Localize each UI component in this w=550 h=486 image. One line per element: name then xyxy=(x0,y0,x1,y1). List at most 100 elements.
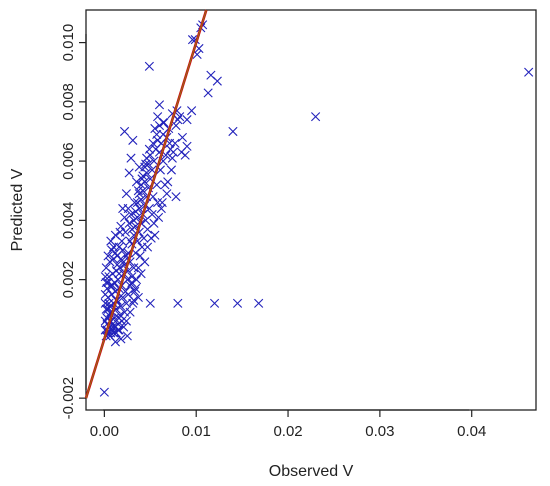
data-point xyxy=(121,298,131,308)
data-point xyxy=(153,112,163,122)
data-point xyxy=(115,227,125,237)
data-point xyxy=(171,192,181,202)
data-point xyxy=(131,177,142,187)
data-point xyxy=(187,106,197,116)
x-tick-label: 0.02 xyxy=(273,423,302,440)
data-point xyxy=(124,168,134,178)
y-tick-label: -0.002 xyxy=(60,377,77,420)
data-point xyxy=(146,233,156,243)
data-point xyxy=(135,251,145,261)
data-point xyxy=(119,212,130,222)
data-point xyxy=(166,165,176,175)
x-ticks: 0.00 0.01 0.02 0.03 0.04 xyxy=(90,410,486,440)
data-point xyxy=(144,144,154,154)
y-tick-label: 0.010 xyxy=(60,24,77,62)
data-point xyxy=(99,387,109,397)
data-point xyxy=(150,123,160,134)
data-point xyxy=(118,203,128,214)
data-point xyxy=(149,156,159,166)
data-point xyxy=(110,337,120,347)
data-point xyxy=(175,112,185,122)
data-point xyxy=(177,132,188,142)
data-point xyxy=(126,153,136,163)
data-point xyxy=(114,325,124,335)
data-point xyxy=(139,233,149,243)
data-point xyxy=(138,186,148,196)
data-point xyxy=(103,304,113,314)
data-point xyxy=(182,115,192,125)
data-point xyxy=(110,248,120,258)
y-tick-label: 0.004 xyxy=(60,202,77,240)
data-point xyxy=(100,289,110,300)
data-point xyxy=(130,286,140,297)
data-point xyxy=(119,322,129,332)
fit-line-core xyxy=(85,9,207,399)
data-point xyxy=(209,298,220,308)
y-ticks: -0.002 0.002 0.004 0.006 0.008 0.010 xyxy=(60,24,86,420)
data-point xyxy=(114,269,124,279)
data-point xyxy=(142,242,153,252)
data-point xyxy=(108,242,119,252)
data-point xyxy=(136,195,146,205)
data-point xyxy=(108,280,118,291)
data-point xyxy=(116,301,126,311)
x-axis-title: Observed V xyxy=(269,463,354,480)
data-point xyxy=(134,162,144,172)
data-point xyxy=(131,283,141,294)
data-point xyxy=(254,298,264,308)
data-point xyxy=(136,269,146,279)
data-point xyxy=(118,292,128,302)
data-point xyxy=(524,67,534,77)
data-point xyxy=(103,251,113,261)
y-tick-label: 0.002 xyxy=(60,261,77,299)
data-point xyxy=(149,218,159,228)
data-point xyxy=(121,189,131,199)
data-point xyxy=(101,263,111,273)
data-point xyxy=(126,209,136,220)
data-point xyxy=(114,313,124,323)
data-point xyxy=(145,298,155,308)
data-points xyxy=(99,20,534,397)
data-point xyxy=(228,126,238,137)
data-point xyxy=(110,230,120,240)
data-point xyxy=(152,129,162,140)
data-point xyxy=(129,263,139,273)
data-point xyxy=(153,198,163,208)
data-point xyxy=(148,138,158,148)
data-point xyxy=(118,245,128,255)
data-point xyxy=(173,298,183,308)
data-point xyxy=(112,260,122,270)
data-point xyxy=(180,150,190,160)
x-tick-label: 0.00 xyxy=(90,423,119,440)
data-point xyxy=(140,257,150,267)
data-point xyxy=(101,278,111,288)
data-point xyxy=(170,138,180,148)
data-point xyxy=(116,334,126,344)
data-point xyxy=(137,174,147,184)
data-point xyxy=(311,112,321,122)
data-point xyxy=(154,100,165,110)
data-point xyxy=(157,198,167,208)
data-point xyxy=(141,159,151,169)
data-point xyxy=(143,159,154,169)
data-point xyxy=(144,61,154,71)
data-point xyxy=(203,88,213,98)
data-point xyxy=(162,189,172,199)
data-point xyxy=(153,212,164,222)
data-point xyxy=(232,298,243,308)
data-point xyxy=(133,186,143,196)
data-point xyxy=(212,76,222,86)
data-point xyxy=(119,126,130,137)
data-point xyxy=(116,221,126,231)
data-point xyxy=(128,298,138,308)
data-point xyxy=(182,141,192,151)
data-point xyxy=(128,135,138,145)
data-point xyxy=(129,295,139,305)
x-tick-label: 0.04 xyxy=(457,423,486,440)
data-point xyxy=(167,153,177,163)
data-point xyxy=(122,331,132,341)
data-point xyxy=(142,168,152,178)
data-point xyxy=(168,147,178,157)
data-point xyxy=(121,316,131,326)
